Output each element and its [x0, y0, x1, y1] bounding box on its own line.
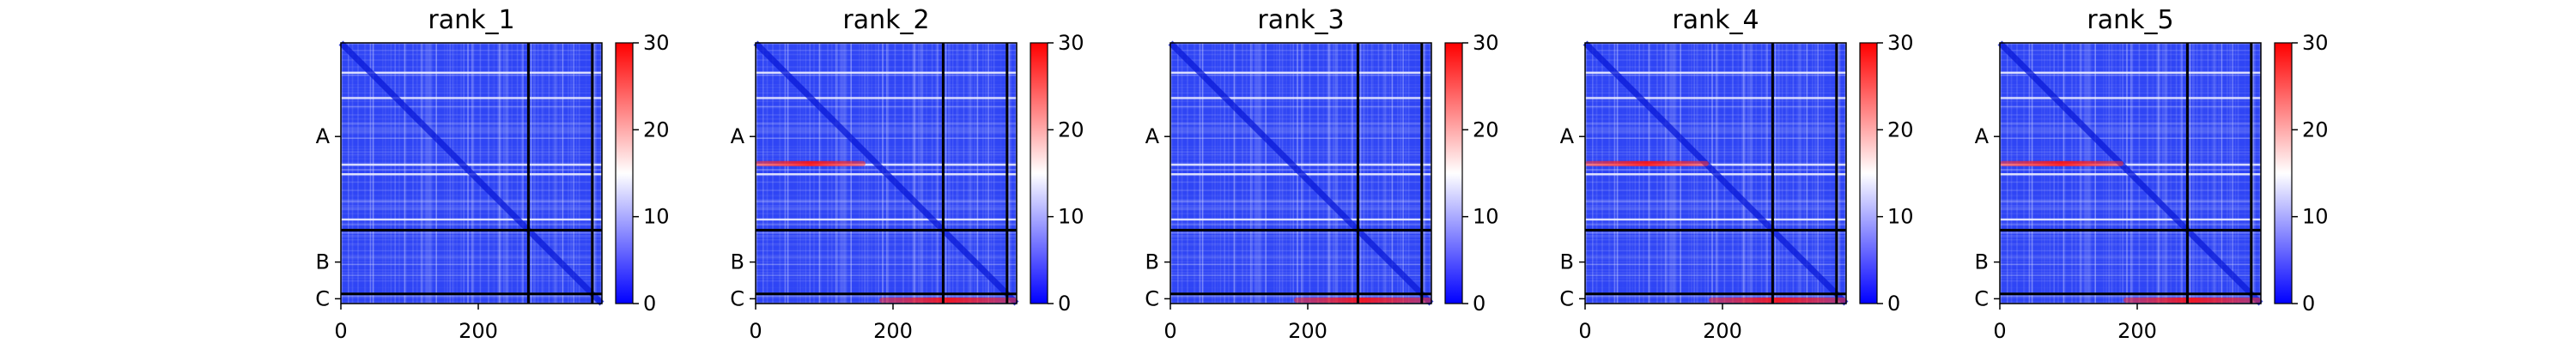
panel-title: rank_3 — [1257, 5, 1344, 35]
colorbar-gradient — [2274, 42, 2293, 304]
heatmap-diagonal — [1583, 40, 1849, 306]
colorbar: 0 10 20 30 — [1859, 31, 1914, 316]
colorbar-tick-label: 0 — [1058, 292, 1071, 316]
chain-label: B — [1145, 250, 1159, 274]
colorbar-tick-label: 20 — [643, 117, 670, 141]
heatmap-frame — [755, 42, 1018, 304]
chain-label: A — [731, 124, 745, 148]
chain-label: B — [316, 250, 330, 274]
colorbar-tick-label: 10 — [1058, 205, 1084, 229]
colorbar: 0 10 20 30 — [615, 31, 670, 316]
chain-label: B — [731, 250, 744, 274]
panel-title: rank_1 — [428, 5, 514, 35]
x-tick-label: 0 — [1993, 319, 2006, 343]
colorbar-tick-label: 20 — [1887, 117, 1914, 141]
colorbar-tick-label: 0 — [2302, 292, 2315, 316]
colorbar-tick-label: 20 — [1058, 117, 1084, 141]
colorbar-tick-label: 30 — [643, 31, 670, 55]
heatmap-striations — [1170, 43, 1431, 304]
colorbar: 0 10 20 30 — [2274, 31, 2329, 316]
colorbar-gradient — [1444, 42, 1463, 304]
chain-label: C — [1559, 286, 1574, 310]
x-tick-label: 0 — [749, 319, 762, 343]
colorbar-tick-label: 0 — [1887, 292, 1900, 316]
colorbar-tick-label: 10 — [643, 205, 670, 229]
colorbar-gradient — [615, 42, 634, 304]
hot-band-1 — [1585, 160, 1709, 166]
colorbar-tick-label: 20 — [1473, 117, 1499, 141]
colorbar-tick-label: 20 — [2302, 117, 2329, 141]
chain-label: C — [315, 286, 330, 310]
colorbar-gradient — [1030, 42, 1048, 304]
x-tick-label: 200 — [459, 319, 498, 343]
heatmap-diagonal — [338, 40, 605, 306]
x-tick-label: 200 — [1703, 319, 1742, 343]
colorbar-tick-label: 30 — [1473, 31, 1499, 55]
x-tick-label: 0 — [334, 319, 347, 343]
heatmap-diagonal — [753, 40, 1019, 306]
hot-band-2 — [2123, 298, 2261, 303]
x-tick-label: 200 — [2117, 319, 2157, 343]
chain-label: A — [1145, 124, 1160, 148]
hot-band-1 — [1294, 298, 1431, 303]
heatmap-frame — [340, 42, 603, 304]
colorbar-tick-label: 0 — [643, 292, 656, 316]
colorbar-tick-label: 10 — [2302, 205, 2329, 229]
colorbar: 0 10 20 30 — [1444, 31, 1499, 316]
chain-label: A — [1560, 124, 1575, 148]
colorbar-tick-label: 10 — [1887, 205, 1914, 229]
chain-label: C — [730, 286, 744, 310]
x-tick-label: 0 — [1578, 319, 1591, 343]
heatmap-striations — [341, 43, 602, 304]
chain-label: A — [1975, 124, 1990, 148]
colorbar-tick-label: 30 — [1887, 31, 1914, 55]
colorbar-tick-label: 10 — [1473, 205, 1499, 229]
hot-band-1 — [756, 160, 866, 166]
hot-band-2 — [1709, 298, 1846, 303]
colorbar: 0 10 20 30 — [1030, 31, 1084, 316]
chain-label: B — [1560, 250, 1574, 274]
heatmap-frame — [1584, 42, 1847, 304]
colorbar-tick-label: 0 — [1473, 292, 1485, 316]
panel-title: rank_2 — [842, 5, 929, 35]
colorbar-gradient — [1859, 42, 1878, 304]
heatmap-diagonal — [1168, 40, 1434, 306]
panel-title: rank_5 — [2087, 5, 2173, 35]
hot-band-2 — [879, 298, 1017, 303]
x-tick-label: 200 — [873, 319, 913, 343]
chain-label: A — [316, 124, 331, 148]
panel-title: rank_4 — [1672, 5, 1759, 35]
chain-label: B — [1975, 250, 1989, 274]
heatmap-frame — [1170, 42, 1432, 304]
heatmap-striations — [1585, 43, 1846, 304]
chain-label: C — [1974, 286, 1989, 310]
heatmap-diagonal — [1997, 40, 2263, 306]
x-tick-label: 200 — [1288, 319, 1327, 343]
x-tick-label: 0 — [1163, 319, 1176, 343]
chain-label: C — [1145, 286, 1159, 310]
colorbar-tick-label: 30 — [1058, 31, 1084, 55]
heatmap-frame — [1999, 42, 2262, 304]
hot-band-1 — [2000, 160, 2123, 166]
colorbar-tick-label: 30 — [2302, 31, 2329, 55]
